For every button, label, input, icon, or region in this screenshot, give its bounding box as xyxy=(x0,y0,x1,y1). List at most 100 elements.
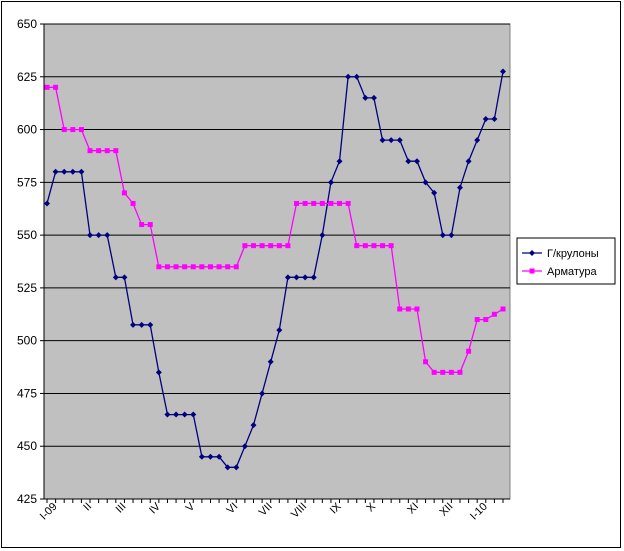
data-point xyxy=(500,68,506,75)
data-point xyxy=(414,306,420,312)
x-tick-label: X xyxy=(364,500,378,514)
data-point xyxy=(250,243,256,249)
data-point xyxy=(250,422,257,429)
x-tick-label: XII xyxy=(438,501,456,519)
data-point xyxy=(242,243,248,249)
legend-marker xyxy=(529,250,535,256)
data-point xyxy=(422,179,429,186)
data-point xyxy=(233,264,239,270)
data-point xyxy=(440,369,446,375)
plot-area xyxy=(43,23,511,500)
data-point xyxy=(380,243,386,249)
data-point xyxy=(199,264,205,270)
data-point xyxy=(448,369,454,375)
data-point xyxy=(87,232,94,239)
data-point xyxy=(284,274,291,281)
data-point xyxy=(328,200,334,206)
data-point xyxy=(293,274,300,281)
data-point xyxy=(216,453,223,460)
y-tick-label: 575 xyxy=(17,175,37,189)
data-point xyxy=(276,243,282,249)
data-point xyxy=(233,464,240,471)
data-point xyxy=(500,306,506,312)
data-point xyxy=(345,200,351,206)
data-point xyxy=(78,168,85,175)
data-point xyxy=(405,306,411,312)
data-point xyxy=(87,148,93,154)
data-point xyxy=(104,232,111,239)
y-tick-label: 450 xyxy=(17,439,37,453)
data-point xyxy=(155,369,162,376)
data-point xyxy=(241,443,248,450)
data-point xyxy=(130,321,137,328)
legend xyxy=(516,237,616,285)
data-point xyxy=(259,390,266,397)
data-point xyxy=(456,184,463,191)
data-point xyxy=(112,274,119,281)
data-point xyxy=(198,453,205,460)
data-point xyxy=(294,200,300,206)
x-tick-label: IX xyxy=(328,500,344,516)
x-tick-label: II xyxy=(81,501,94,514)
data-point xyxy=(224,464,231,471)
data-point xyxy=(396,137,403,144)
data-point xyxy=(139,222,145,228)
data-point xyxy=(285,243,291,249)
data-point xyxy=(95,232,102,239)
legend-label: Г/крулоны xyxy=(547,248,599,260)
data-point xyxy=(431,369,437,375)
data-point xyxy=(439,232,446,239)
data-point xyxy=(69,168,76,175)
data-point xyxy=(181,411,188,418)
data-point xyxy=(457,369,463,375)
data-point xyxy=(138,321,145,328)
data-point xyxy=(164,411,171,418)
data-point xyxy=(70,127,76,133)
data-point xyxy=(388,243,394,249)
data-point xyxy=(388,137,395,144)
data-point xyxy=(121,274,128,281)
data-point xyxy=(491,116,498,122)
data-point xyxy=(362,243,368,249)
data-point xyxy=(397,306,403,312)
data-point xyxy=(448,232,455,239)
data-point xyxy=(336,158,343,165)
data-point xyxy=(147,321,154,328)
data-point xyxy=(104,148,110,154)
data-point xyxy=(302,200,308,206)
data-point xyxy=(44,84,50,90)
data-point xyxy=(362,94,369,101)
data-point xyxy=(319,200,325,206)
data-point xyxy=(190,411,197,418)
data-point xyxy=(52,168,59,175)
data-point xyxy=(96,148,102,154)
data-point xyxy=(61,168,68,175)
data-point xyxy=(78,127,84,133)
legend-label: Арматура xyxy=(547,266,598,278)
data-point xyxy=(121,190,127,196)
data-point xyxy=(207,264,213,270)
x-tick-label: I-10 xyxy=(468,501,490,523)
data-point xyxy=(173,264,179,270)
data-point xyxy=(379,137,386,144)
y-tick-label: 425 xyxy=(17,492,37,506)
y-tick-label: 550 xyxy=(17,228,37,242)
y-tick-label: 650 xyxy=(17,17,37,31)
data-point xyxy=(267,358,274,365)
x-tick-label: VI xyxy=(225,501,241,517)
data-point xyxy=(483,317,489,323)
y-tick-label: 500 xyxy=(17,334,37,348)
x-tick-label: VIII xyxy=(289,501,309,521)
data-point xyxy=(216,264,222,270)
data-point xyxy=(482,116,489,122)
y-tick-label: 600 xyxy=(17,123,37,137)
data-point xyxy=(225,264,231,270)
data-point xyxy=(423,359,429,365)
data-point xyxy=(259,243,265,249)
data-point xyxy=(276,327,283,334)
data-point xyxy=(53,84,59,90)
data-point xyxy=(466,348,472,354)
y-tick-label: 525 xyxy=(17,281,37,295)
data-point xyxy=(431,189,438,196)
